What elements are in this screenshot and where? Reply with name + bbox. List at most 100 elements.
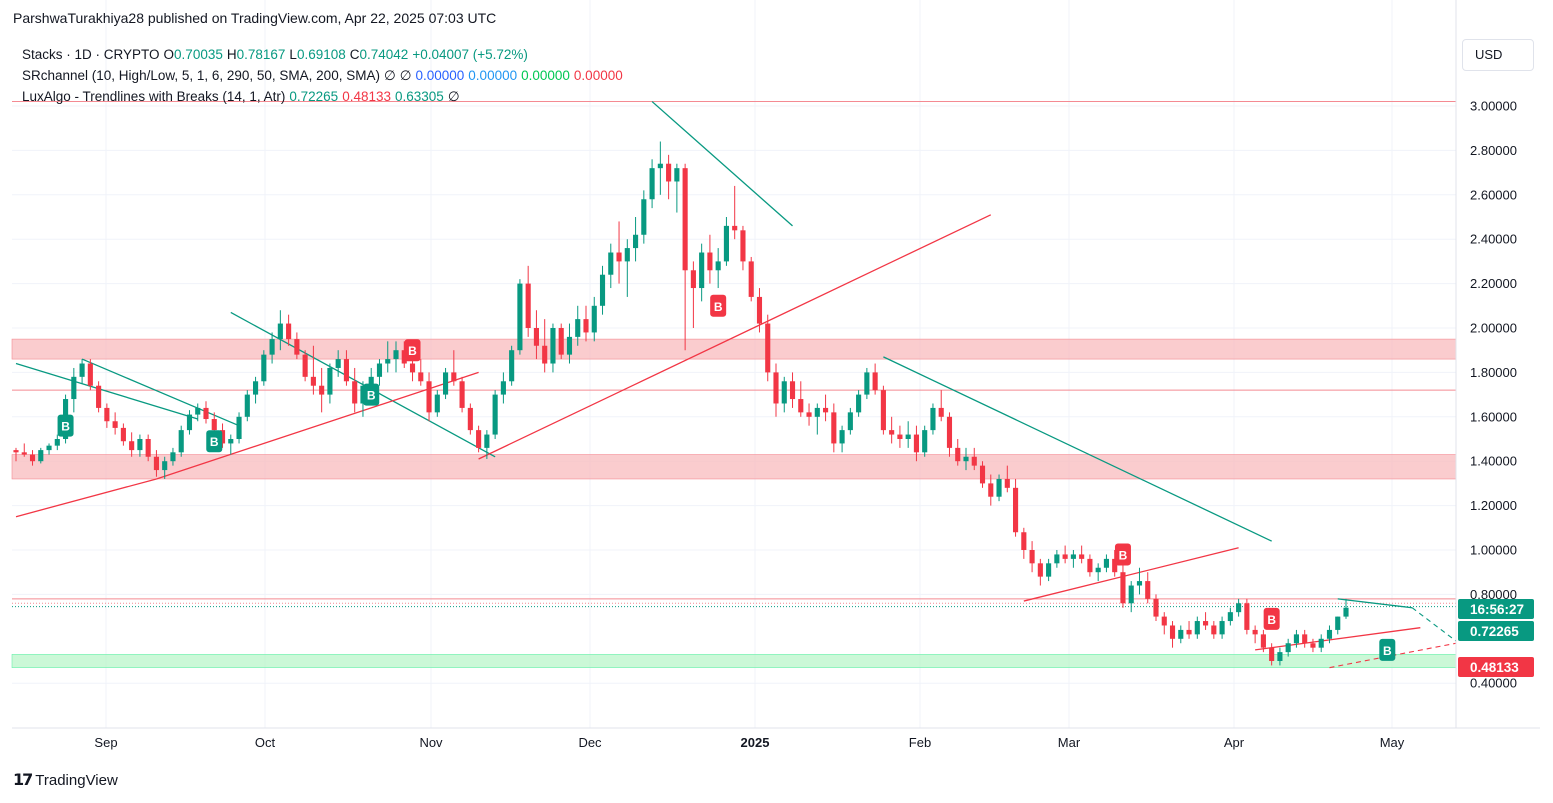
candle-body xyxy=(1277,652,1283,661)
trendline xyxy=(478,214,992,460)
price-label: 0.48133 xyxy=(1458,657,1534,677)
candle-body xyxy=(451,372,457,382)
price-label-text: 0.72265 xyxy=(1470,624,1519,639)
candle-body xyxy=(170,452,176,462)
candle-body xyxy=(723,225,729,262)
candle-body xyxy=(409,363,416,373)
trendline xyxy=(81,358,240,427)
candle-body xyxy=(946,416,953,448)
candle-body xyxy=(302,354,308,377)
candle-body xyxy=(294,339,300,355)
candle-body xyxy=(922,430,928,453)
support-zone xyxy=(11,654,1457,668)
legend-main[interactable]: Stacks · 1D · CRYPTO O0.70035 H0.78167 L0.6… xyxy=(22,44,627,65)
candle-body xyxy=(525,283,531,328)
break-label-bg xyxy=(1379,638,1396,661)
candle-body xyxy=(773,372,779,404)
candle-body xyxy=(96,385,102,408)
candle-body xyxy=(1103,558,1109,568)
candle-body xyxy=(996,478,1002,497)
candle-body xyxy=(641,199,647,235)
candle-body xyxy=(261,354,267,382)
break-label-down: B xyxy=(1114,543,1131,566)
candle-body xyxy=(1095,567,1101,573)
candle-body xyxy=(434,394,440,413)
sr-zones xyxy=(11,338,1457,668)
break-label-text: B xyxy=(1119,548,1128,562)
candle-body xyxy=(203,407,209,420)
price-axis[interactable]: 3.00000 2.80000 2.60000 2.40000 2.20000 2.000… xyxy=(1455,0,1517,728)
candle-body xyxy=(756,296,763,324)
candle-body xyxy=(1211,625,1217,635)
candle-body xyxy=(979,465,986,484)
chart-legend: Stacks · 1D · CRYPTO O0.70035 H0.78167 L0.6… xyxy=(22,44,627,107)
legend-luxalgo[interactable]: LuxAlgo - Trendlines with Breaks (14, 1,… xyxy=(22,86,627,107)
trendline xyxy=(1023,547,1239,602)
legend-open: 0.70035 xyxy=(174,47,223,62)
candle-body xyxy=(38,450,44,462)
candle-body xyxy=(839,430,845,444)
break-label-bg xyxy=(710,294,727,317)
candle-body xyxy=(104,407,110,422)
candle-body xyxy=(162,461,168,471)
candle-body xyxy=(426,381,432,413)
candle-body xyxy=(79,363,85,377)
trendline xyxy=(651,101,793,227)
candle-body xyxy=(657,163,663,169)
candle-body xyxy=(1343,607,1349,617)
price-tick-label: 0.40000 xyxy=(1470,676,1517,691)
time-tick-label: Oct xyxy=(255,735,276,750)
price-tick-label: 2.80000 xyxy=(1470,143,1517,158)
candle-body xyxy=(666,163,672,182)
candle-body xyxy=(352,381,358,404)
tradingview-brand[interactable]: 𝟭𝟳 TradingView xyxy=(13,770,118,790)
price-label-bg xyxy=(1458,621,1534,641)
candle-body xyxy=(1153,598,1159,617)
candle-body xyxy=(575,319,581,337)
candle-body xyxy=(236,416,242,439)
candle-body xyxy=(228,439,234,444)
candle-body xyxy=(913,434,919,453)
brand-name: TradingView xyxy=(35,771,118,789)
resistance-zone xyxy=(11,454,1457,480)
legend-srchannel[interactable]: SRchannel (10, High/Low, 5, 1, 6, 290, 5… xyxy=(22,65,627,86)
candle-body xyxy=(831,412,837,444)
candle-body xyxy=(1260,634,1266,648)
candle-body xyxy=(1161,616,1167,626)
candle-body xyxy=(1062,554,1068,559)
tradingview-logo-icon: 𝟭𝟳 xyxy=(13,772,33,789)
candle-body xyxy=(1079,554,1085,559)
candle-body xyxy=(517,283,523,351)
legend-o-label: O xyxy=(163,47,175,62)
candle-body xyxy=(988,483,994,497)
currency-button[interactable]: USD xyxy=(1462,39,1534,71)
srchannel-value-1: 0.00000 xyxy=(415,68,465,83)
price-label-bg xyxy=(1458,657,1534,677)
candle-body xyxy=(467,407,473,431)
candle-body xyxy=(129,441,135,451)
candle-body xyxy=(674,168,680,182)
candle-body xyxy=(1004,478,1010,488)
candle-body xyxy=(550,328,556,364)
candle-body xyxy=(178,430,184,453)
chart-grid xyxy=(12,0,1456,728)
legend-symbol: Stacks · 1D · CRYPTO xyxy=(22,47,160,62)
candle-body xyxy=(1285,643,1291,653)
candle-body xyxy=(484,434,490,448)
candle-body xyxy=(707,252,713,271)
candle-body xyxy=(1252,629,1258,635)
trendline xyxy=(1337,598,1413,609)
candle-body xyxy=(905,434,911,439)
break-label-bg xyxy=(363,383,380,406)
candle-body xyxy=(1269,647,1275,661)
legend-h-label: H xyxy=(226,47,237,62)
candle-body xyxy=(459,381,465,408)
candle-body xyxy=(1326,629,1333,639)
candle-body xyxy=(1120,572,1126,604)
candle-body xyxy=(319,385,325,395)
candlestick-series[interactable] xyxy=(13,141,1349,666)
time-axis[interactable]: Sep Oct Nov Dec 2025 Feb Mar Apr May xyxy=(12,727,1540,750)
candle-body xyxy=(327,367,333,395)
srchannel-null-2: ∅ xyxy=(399,68,412,83)
